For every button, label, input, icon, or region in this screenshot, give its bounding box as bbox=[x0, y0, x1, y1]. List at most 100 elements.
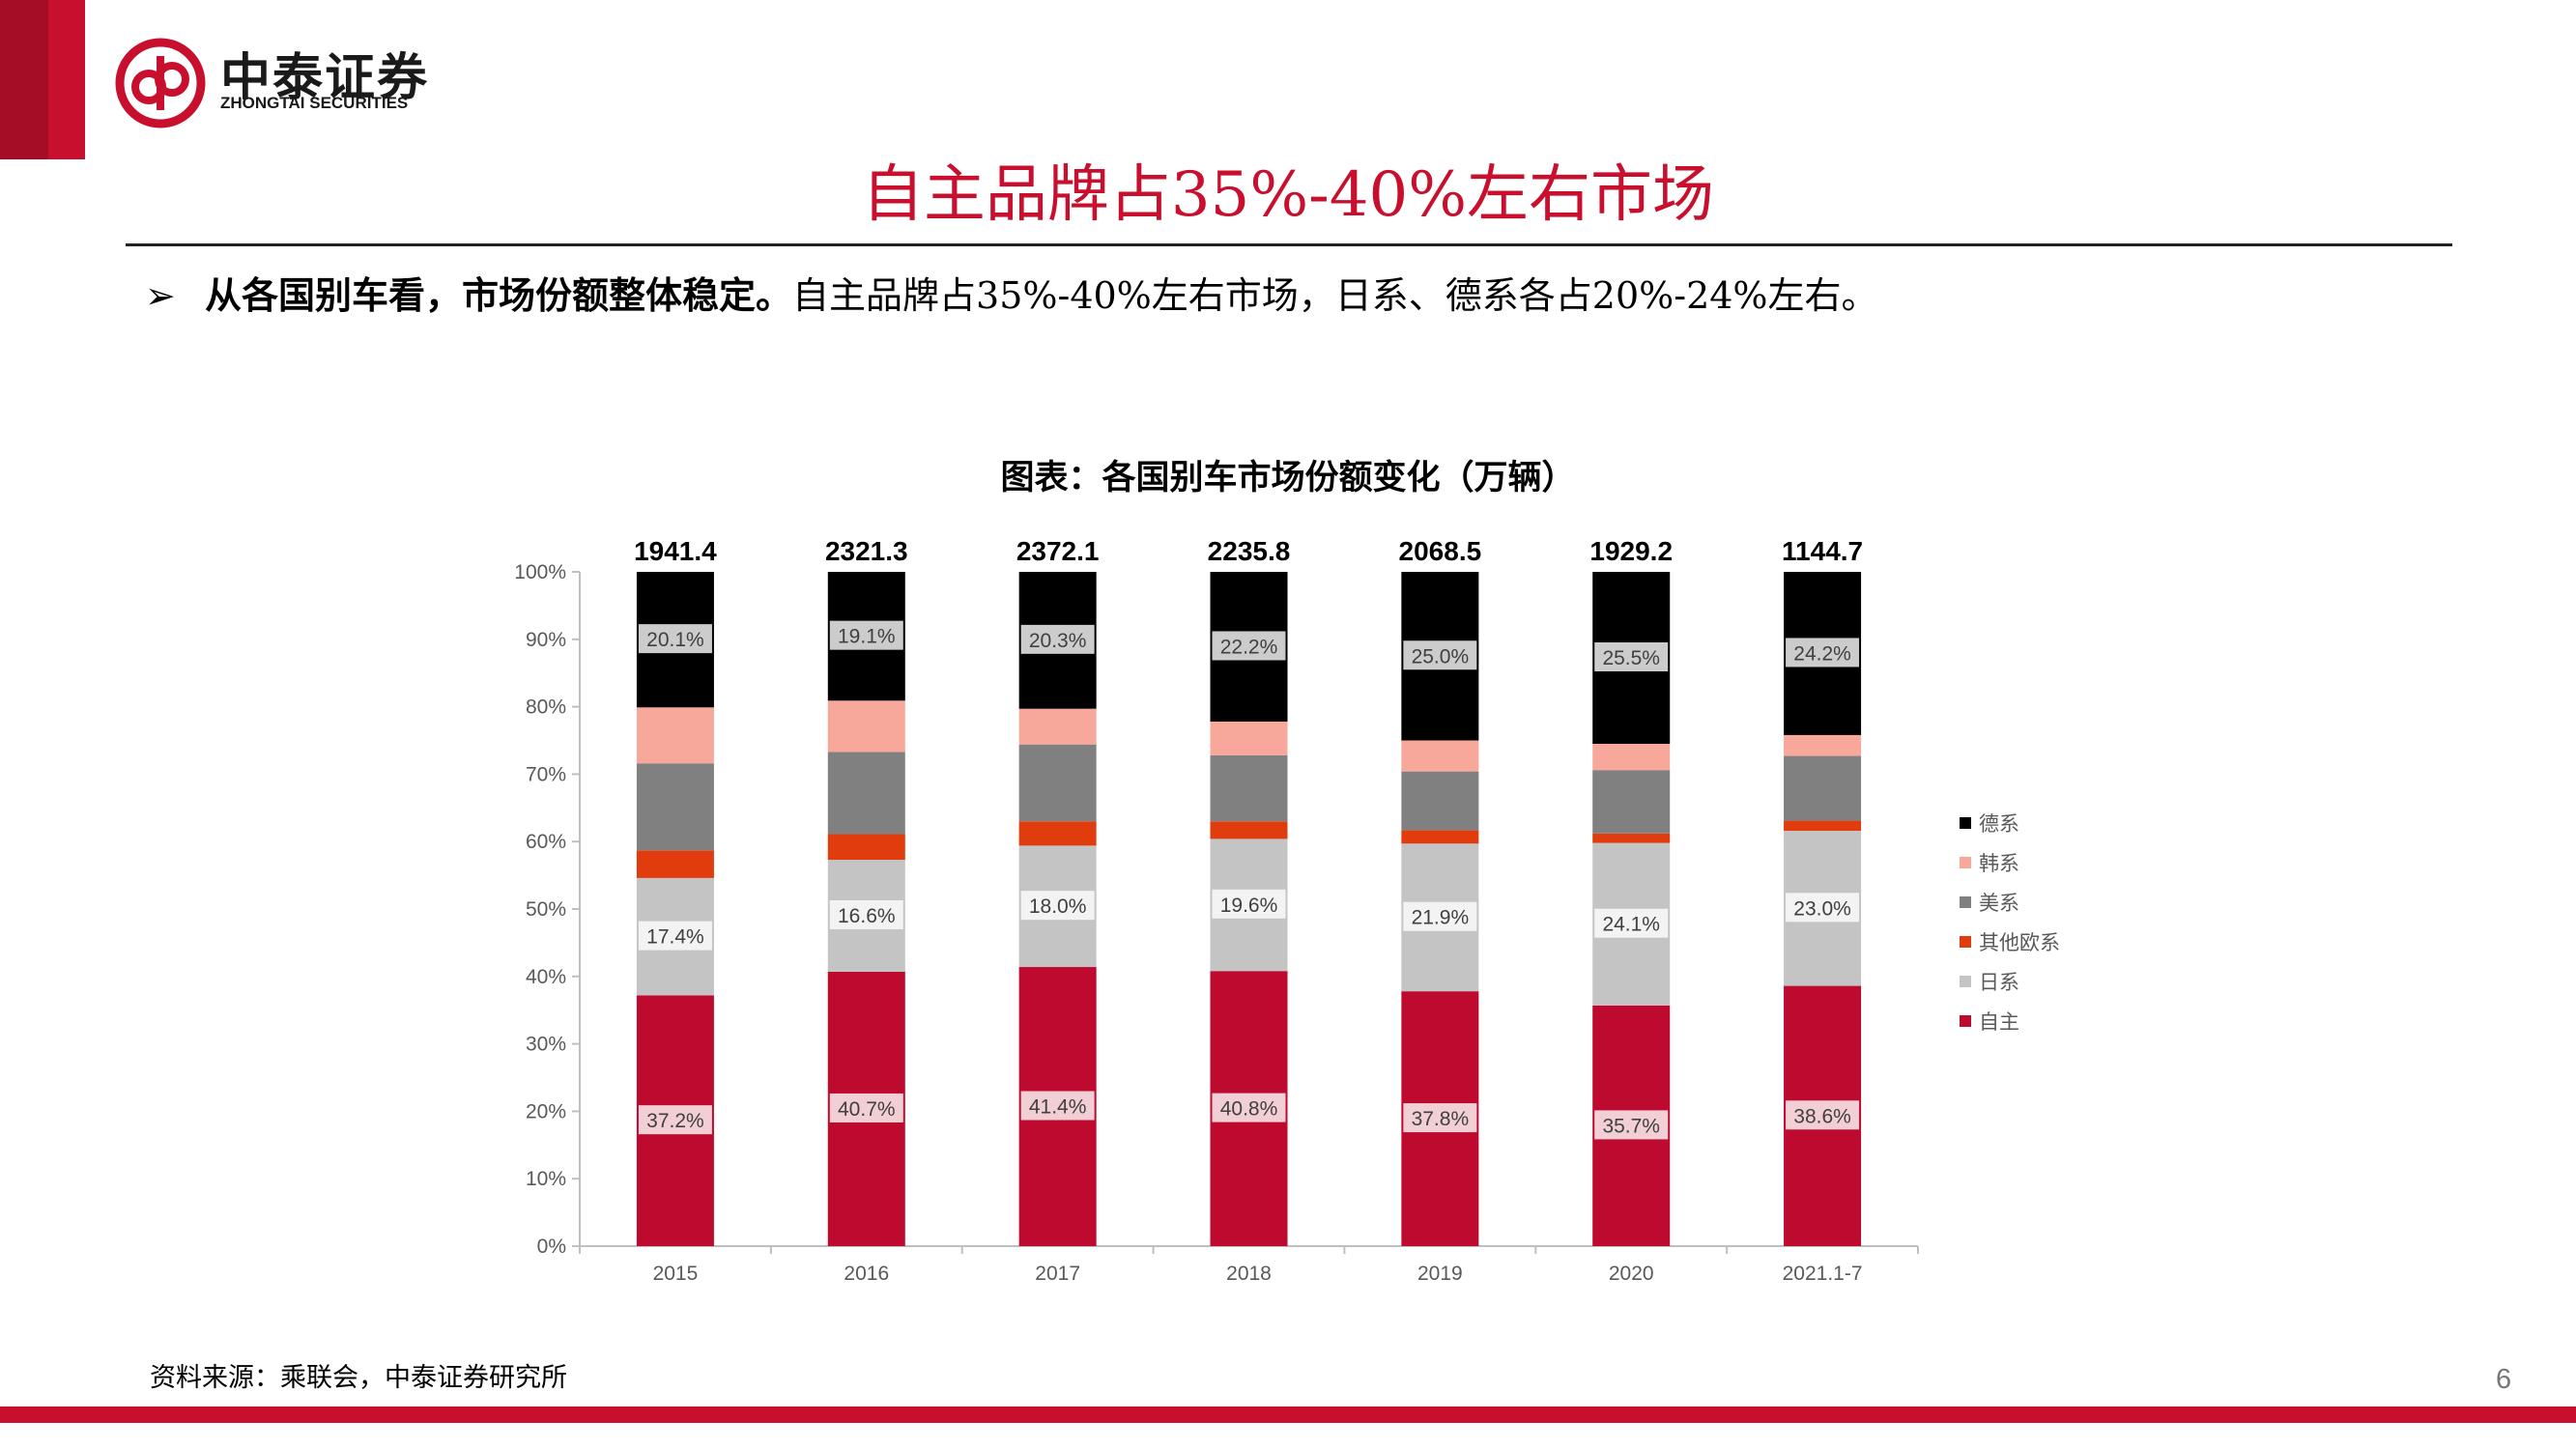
y-tick-label: 100% bbox=[514, 561, 566, 583]
total-label: 1144.7 bbox=[1782, 536, 1863, 566]
data-label-bg bbox=[1212, 1093, 1286, 1122]
data-label: 24.2% bbox=[1793, 642, 1851, 665]
data-label: 20.3% bbox=[1029, 630, 1087, 652]
data-label: 24.1% bbox=[1602, 914, 1660, 936]
data-label: 37.2% bbox=[646, 1110, 704, 1132]
y-tick-label: 80% bbox=[526, 696, 566, 719]
bullet-text: 自主品牌占35%-40%左右市场，日系、德系各占20%-24%左右。 bbox=[792, 274, 1878, 317]
data-label: 37.8% bbox=[1412, 1108, 1470, 1130]
bar-segment bbox=[1018, 708, 1097, 745]
data-label: 21.9% bbox=[1412, 907, 1470, 929]
data-label: 40.8% bbox=[1220, 1098, 1278, 1121]
x-tick-label: 2021.1-7 bbox=[1783, 1263, 1863, 1285]
x-tick-label: 2019 bbox=[1417, 1263, 1463, 1285]
data-label-bg bbox=[829, 899, 903, 929]
y-tick-label: 20% bbox=[526, 1100, 566, 1122]
bar-segment bbox=[1401, 771, 1479, 831]
data-label-bg bbox=[1786, 893, 1860, 923]
legend-swatch bbox=[1960, 976, 1971, 987]
legend-swatch bbox=[1960, 857, 1971, 868]
data-label-bg bbox=[1403, 901, 1477, 931]
x-tick-label: 2016 bbox=[844, 1263, 889, 1285]
bullet-point: ➢ 从各国别车看，市场份额整体稳定。自主品牌占35%-40%左右市场，日系、德系各… bbox=[145, 266, 1878, 319]
title-divider bbox=[126, 243, 2452, 246]
data-label-bg bbox=[1020, 624, 1095, 654]
legend-swatch bbox=[1960, 896, 1971, 908]
data-label-bg bbox=[1020, 891, 1095, 921]
brand-name-en: ZHONGTAI SECURITIES bbox=[220, 94, 409, 112]
bar-segment bbox=[1018, 744, 1097, 822]
data-label: 18.0% bbox=[1029, 895, 1087, 918]
bar-segment bbox=[827, 700, 905, 753]
bar-segment bbox=[636, 850, 714, 878]
bar-segment bbox=[1401, 740, 1479, 772]
data-label: 22.2% bbox=[1220, 636, 1278, 658]
total-label: 2068.5 bbox=[1399, 536, 1482, 566]
legend-label: 日系 bbox=[1979, 971, 2019, 994]
data-label-bg bbox=[1594, 641, 1669, 671]
x-tick-label: 2020 bbox=[1609, 1263, 1654, 1285]
data-label: 25.5% bbox=[1602, 647, 1660, 669]
data-label-bg bbox=[1786, 638, 1860, 668]
data-label-bg bbox=[638, 624, 712, 654]
y-tick-label: 60% bbox=[526, 831, 566, 853]
bar-segment bbox=[1401, 830, 1479, 844]
bar-segment bbox=[827, 834, 905, 861]
data-label: 25.0% bbox=[1412, 645, 1470, 668]
bar-segment bbox=[1210, 754, 1288, 822]
bar-segment bbox=[1018, 821, 1097, 846]
legend-label: 美系 bbox=[1979, 892, 2019, 915]
legend-label: 自主 bbox=[1979, 1010, 2019, 1034]
data-label: 41.4% bbox=[1029, 1096, 1087, 1119]
total-label: 2372.1 bbox=[1016, 536, 1100, 566]
data-label-bg bbox=[1020, 1091, 1095, 1121]
data-label-bg bbox=[1786, 1100, 1860, 1130]
y-tick-label: 50% bbox=[526, 898, 566, 921]
data-label-bg bbox=[1594, 908, 1669, 938]
data-label-bg bbox=[1212, 889, 1286, 919]
y-tick-label: 0% bbox=[537, 1236, 566, 1258]
data-label-bg bbox=[638, 1105, 712, 1135]
legend-label: 其他欧系 bbox=[1979, 931, 2060, 954]
data-label-bg bbox=[829, 620, 903, 650]
corner-accent-dark bbox=[0, 0, 48, 159]
data-label-bg bbox=[1403, 640, 1477, 670]
data-label: 23.0% bbox=[1793, 897, 1851, 920]
bullet-arrow-icon: ➢ bbox=[145, 274, 176, 317]
total-label: 1929.2 bbox=[1589, 536, 1673, 566]
brand-name-cn: 中泰证券 bbox=[220, 49, 430, 107]
x-tick-label: 2017 bbox=[1035, 1263, 1080, 1285]
legend-swatch bbox=[1960, 1015, 1971, 1027]
page-number: 6 bbox=[2496, 1364, 2512, 1395]
legend-swatch bbox=[1960, 817, 1971, 829]
legend-label: 韩系 bbox=[1979, 852, 2019, 875]
x-tick-label: 2018 bbox=[1226, 1263, 1272, 1285]
bar-segment bbox=[1784, 734, 1862, 756]
y-tick-label: 30% bbox=[526, 1034, 566, 1056]
bar-segment bbox=[636, 763, 714, 851]
bar-segment bbox=[1784, 820, 1862, 832]
bar-segment bbox=[636, 707, 714, 764]
bar-segment bbox=[1784, 755, 1862, 821]
data-label: 17.4% bbox=[646, 926, 704, 949]
data-label: 38.6% bbox=[1793, 1105, 1851, 1127]
data-label-bg bbox=[1212, 631, 1286, 661]
bar-segment bbox=[1592, 833, 1671, 843]
bar-segment bbox=[827, 752, 905, 835]
total-label: 1941.4 bbox=[634, 536, 717, 566]
data-label-bg bbox=[1403, 1103, 1477, 1133]
corner-accent bbox=[48, 0, 85, 159]
legend-swatch bbox=[1960, 936, 1971, 948]
y-tick-label: 10% bbox=[526, 1168, 566, 1190]
stacked-bar-chart: 0% 10% 20% 30% 40% 50% 60% 70% 80% 90% 100% 37.2% 17… bbox=[514, 536, 2060, 1285]
data-label: 40.7% bbox=[838, 1098, 896, 1121]
total-label: 2235.8 bbox=[1208, 536, 1291, 566]
slide-title: 自主品牌占35%-40%左右市场 bbox=[861, 159, 1715, 231]
bar-segment bbox=[1592, 743, 1671, 771]
legend-label: 德系 bbox=[1979, 812, 2019, 836]
data-label: 35.7% bbox=[1602, 1115, 1660, 1137]
data-label: 19.1% bbox=[838, 626, 896, 648]
source-note: 资料来源：乘联会，中泰证券研究所 bbox=[150, 1363, 567, 1393]
data-label: 16.6% bbox=[838, 905, 896, 927]
data-label: 19.6% bbox=[1220, 895, 1278, 917]
